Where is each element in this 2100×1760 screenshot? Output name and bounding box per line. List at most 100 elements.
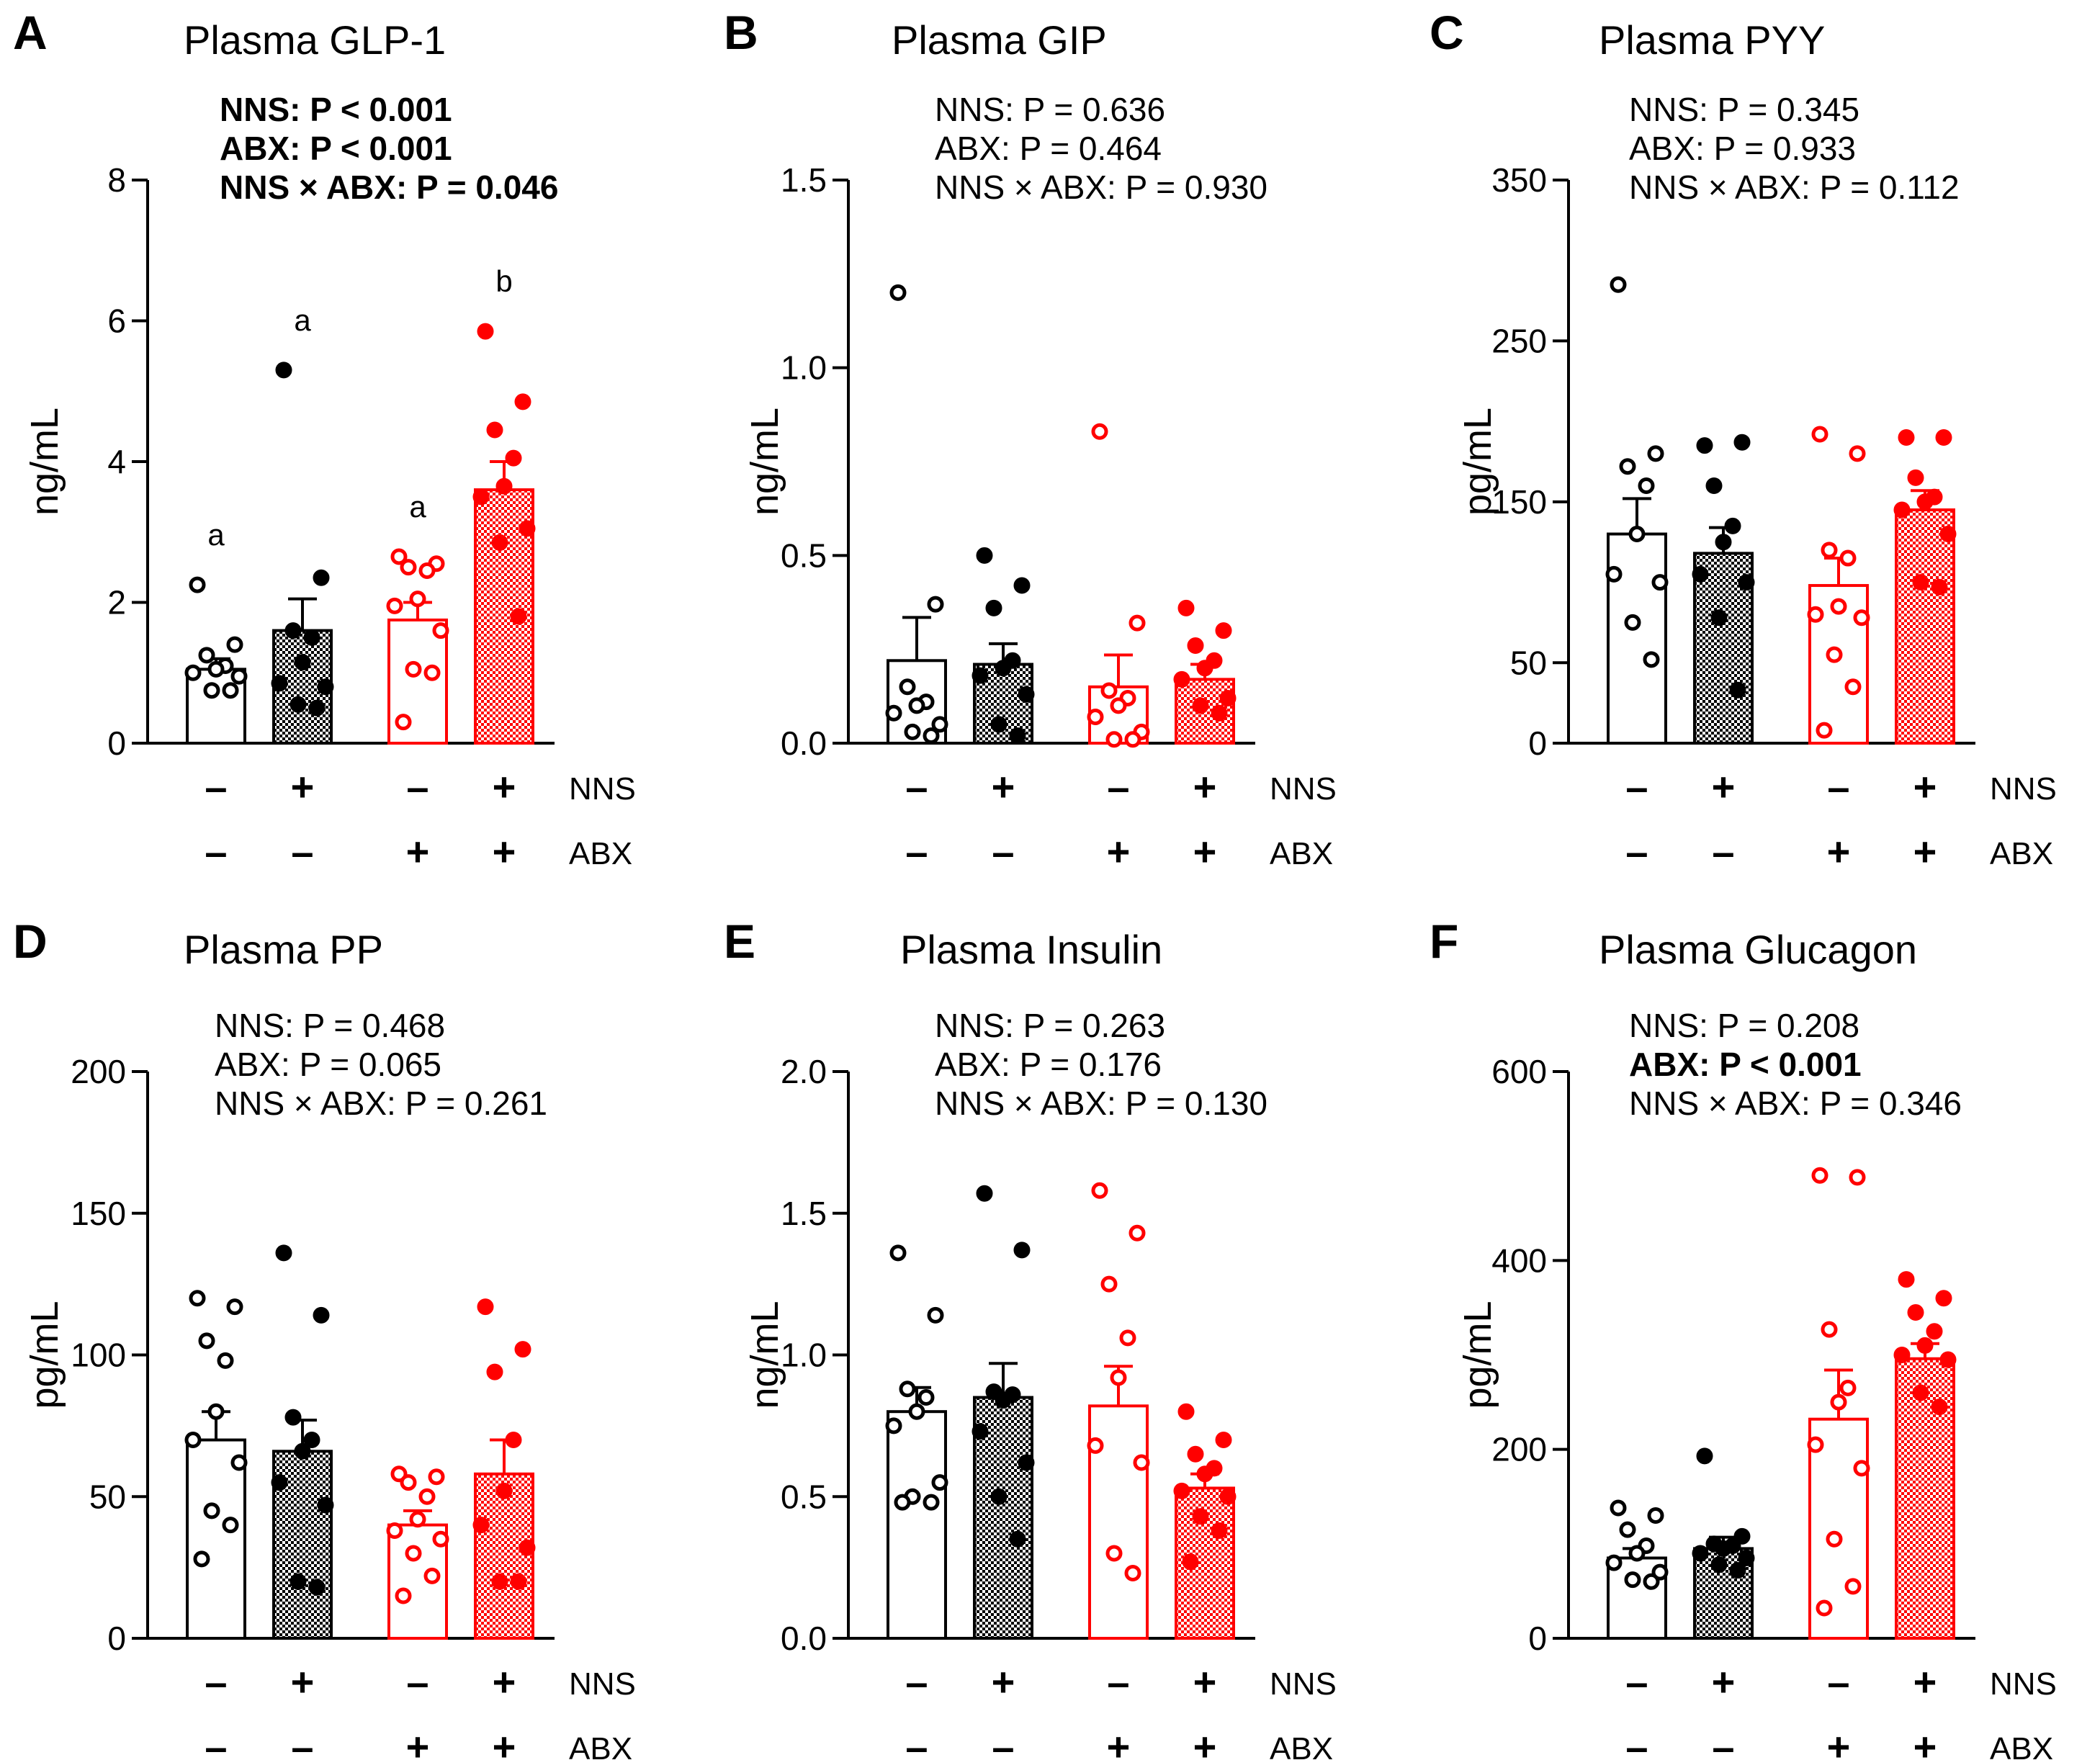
data-point bbox=[418, 1488, 436, 1505]
nns-sign: + bbox=[1712, 764, 1736, 809]
nns-sign: + bbox=[1913, 1659, 1937, 1705]
data-point bbox=[923, 727, 940, 745]
abx-sign: – bbox=[905, 1724, 928, 1760]
data-point bbox=[395, 1587, 412, 1604]
nns-sign: – bbox=[406, 1659, 428, 1705]
nns-sign: – bbox=[205, 764, 227, 809]
abx-sign: – bbox=[205, 1724, 227, 1760]
data-point bbox=[1110, 1369, 1127, 1386]
data-point bbox=[1898, 1271, 1915, 1288]
data-point bbox=[294, 654, 311, 671]
data-point bbox=[1844, 678, 1862, 696]
data-point bbox=[313, 1306, 330, 1324]
row-label-nns: NNS bbox=[1270, 1666, 1337, 1702]
y-tick-label: 50 bbox=[1510, 644, 1547, 681]
data-point bbox=[405, 660, 422, 678]
data-point bbox=[294, 1442, 311, 1460]
data-point bbox=[207, 1403, 225, 1420]
abx-sign: – bbox=[1712, 829, 1734, 874]
data-point bbox=[1013, 1242, 1031, 1259]
significance-letter: b bbox=[495, 264, 512, 298]
data-point bbox=[1196, 660, 1213, 677]
data-point bbox=[1811, 1167, 1828, 1184]
data-point bbox=[1839, 549, 1857, 567]
data-point bbox=[1087, 1437, 1104, 1454]
data-point bbox=[1705, 477, 1723, 495]
data-point bbox=[1187, 637, 1204, 654]
data-point bbox=[1724, 517, 1741, 534]
data-point bbox=[386, 597, 403, 614]
data-point bbox=[1119, 1329, 1136, 1347]
data-point bbox=[908, 697, 925, 714]
abx-sign: + bbox=[1107, 1724, 1131, 1760]
y-axis-label: pg/mL bbox=[1456, 408, 1499, 516]
data-point bbox=[271, 675, 288, 692]
data-point bbox=[207, 660, 225, 678]
data-point bbox=[303, 629, 320, 646]
data-point bbox=[1939, 526, 1957, 543]
data-point bbox=[1811, 426, 1828, 443]
data-point bbox=[1610, 1499, 1627, 1517]
row-label-abx: ABX bbox=[1270, 836, 1333, 871]
y-tick-label: 200 bbox=[1491, 1431, 1547, 1468]
data-point bbox=[985, 599, 1002, 616]
data-point bbox=[390, 548, 408, 565]
data-point bbox=[284, 1409, 302, 1426]
y-tick-label: 150 bbox=[71, 1195, 126, 1232]
data-point bbox=[1715, 1540, 1732, 1557]
data-point bbox=[1215, 1432, 1232, 1449]
stat-line: NNS: P < 0.001 bbox=[220, 91, 452, 128]
data-point bbox=[1605, 565, 1623, 583]
stat-line: NNS: P = 0.208 bbox=[1629, 1007, 1859, 1044]
data-point bbox=[885, 1417, 902, 1435]
data-point bbox=[1124, 731, 1141, 748]
y-tick-label: 2 bbox=[107, 584, 126, 621]
data-point bbox=[386, 1522, 403, 1539]
y-tick-label: 0 bbox=[1528, 724, 1547, 762]
abx-sign: – bbox=[291, 829, 313, 874]
data-point bbox=[1018, 686, 1035, 703]
data-point bbox=[931, 716, 948, 733]
data-point bbox=[1619, 458, 1636, 475]
data-point bbox=[290, 1573, 307, 1590]
bar bbox=[887, 1410, 947, 1640]
stat-line: ABX: P < 0.001 bbox=[1629, 1046, 1862, 1083]
panel-title: Plasma GLP-1 bbox=[184, 17, 446, 63]
data-point bbox=[1807, 606, 1824, 623]
data-point bbox=[1692, 565, 1709, 583]
data-point bbox=[1610, 276, 1627, 293]
data-point bbox=[203, 1502, 220, 1519]
data-point bbox=[1926, 1323, 1943, 1340]
data-point bbox=[222, 1517, 239, 1534]
data-point bbox=[899, 678, 916, 696]
data-point bbox=[1853, 1460, 1870, 1477]
data-point bbox=[217, 1352, 234, 1369]
data-point bbox=[995, 1391, 1012, 1409]
y-tick-label: 0.0 bbox=[781, 1620, 827, 1657]
nns-sign: + bbox=[493, 1659, 516, 1705]
y-axis-label: pg/mL bbox=[1456, 1301, 1499, 1409]
stat-line: NNS: P = 0.636 bbox=[935, 91, 1165, 128]
data-point bbox=[275, 1244, 292, 1262]
data-point bbox=[1013, 577, 1031, 594]
abx-sign: – bbox=[992, 829, 1014, 874]
y-tick-label: 1.0 bbox=[781, 1337, 827, 1374]
data-point bbox=[1651, 574, 1669, 591]
data-point bbox=[1100, 1275, 1118, 1293]
data-point bbox=[1173, 1482, 1190, 1499]
data-point bbox=[1931, 1398, 1948, 1416]
y-tick-label: 250 bbox=[1491, 322, 1547, 359]
y-tick-label: 0.5 bbox=[781, 536, 827, 574]
data-point bbox=[423, 1567, 441, 1584]
nns-sign: – bbox=[205, 1659, 227, 1705]
data-point bbox=[1128, 614, 1146, 632]
data-point bbox=[1738, 1550, 1755, 1567]
data-point bbox=[1830, 598, 1847, 615]
data-point bbox=[1177, 599, 1195, 616]
data-point bbox=[1643, 651, 1660, 668]
abx-sign: + bbox=[406, 1724, 430, 1760]
data-point bbox=[230, 1454, 248, 1471]
